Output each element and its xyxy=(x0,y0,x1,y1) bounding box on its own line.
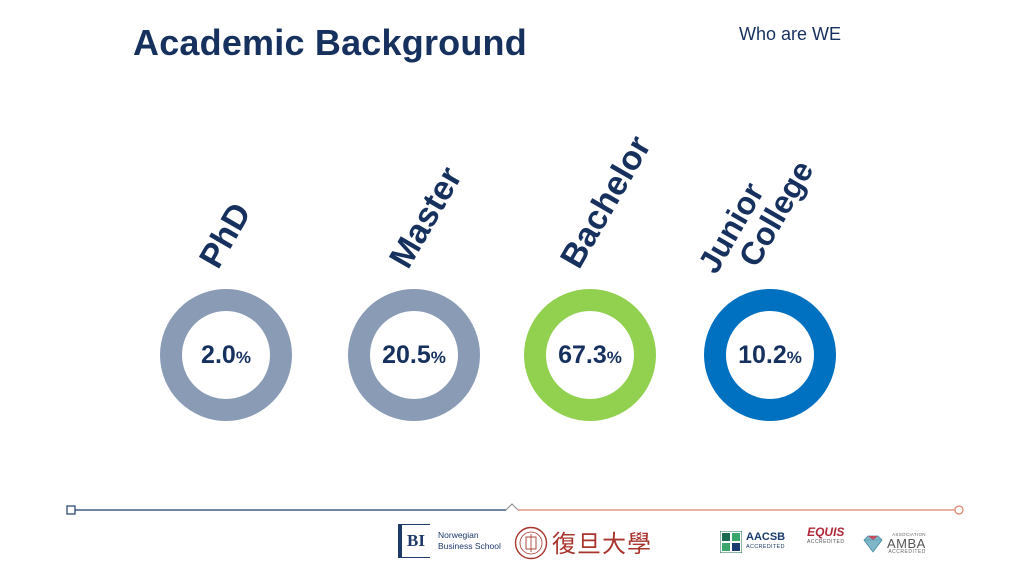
aacsb-sub: ACCREDITED xyxy=(746,544,785,550)
aacsb-name: AACSB xyxy=(746,531,786,543)
aacsb-mark-icon xyxy=(720,531,742,553)
equis-logo: EQUIS ACCREDITED xyxy=(807,525,845,547)
value-phd: 2.0% xyxy=(201,341,251,370)
bi-line1: Norwegian xyxy=(438,530,479,540)
slide-title: Academic Background xyxy=(133,22,527,63)
bi-mark: BI xyxy=(398,524,430,558)
equis-sub: ACCREDITED xyxy=(807,539,845,545)
fudan-logo-text: 復旦大學 xyxy=(552,530,652,558)
equis-name: EQUIS xyxy=(807,525,845,539)
footer-chevron xyxy=(505,503,519,511)
amba-sub: ACCREDITED xyxy=(888,549,926,555)
value-bachelor: 67.3% xyxy=(558,341,622,370)
value-number: 67.3 xyxy=(558,340,607,369)
value-master: 20.5% xyxy=(382,341,446,370)
value-number: 10.2 xyxy=(738,340,787,369)
value-unit: % xyxy=(786,347,802,367)
amba-logo: ASSOCIATION AMBA ACCREDITED xyxy=(862,530,926,557)
amba-assoc: ASSOCIATION xyxy=(892,532,926,537)
bi-school-name: Norwegian Business School xyxy=(438,530,501,552)
bi-logo: BI Norwegian Business School xyxy=(398,524,501,558)
value-number: 2.0 xyxy=(201,340,236,369)
footer-square-marker xyxy=(66,505,76,515)
amba-name: AMBA xyxy=(887,536,926,551)
value-unit: % xyxy=(606,347,622,367)
slide-subtitle: Who are WE xyxy=(739,24,842,44)
value-unit: % xyxy=(235,347,251,367)
value-junior-college: 10.2% xyxy=(738,341,802,370)
amba-diamond-icon xyxy=(863,535,883,553)
aacsb-logo: AACSB ACCREDITED xyxy=(720,531,785,553)
value-unit: % xyxy=(430,347,446,367)
fudan-seal-icon xyxy=(514,526,548,560)
value-number: 20.5 xyxy=(382,340,431,369)
bi-line2: Business School xyxy=(438,541,501,551)
footer-circle-marker xyxy=(954,505,964,515)
